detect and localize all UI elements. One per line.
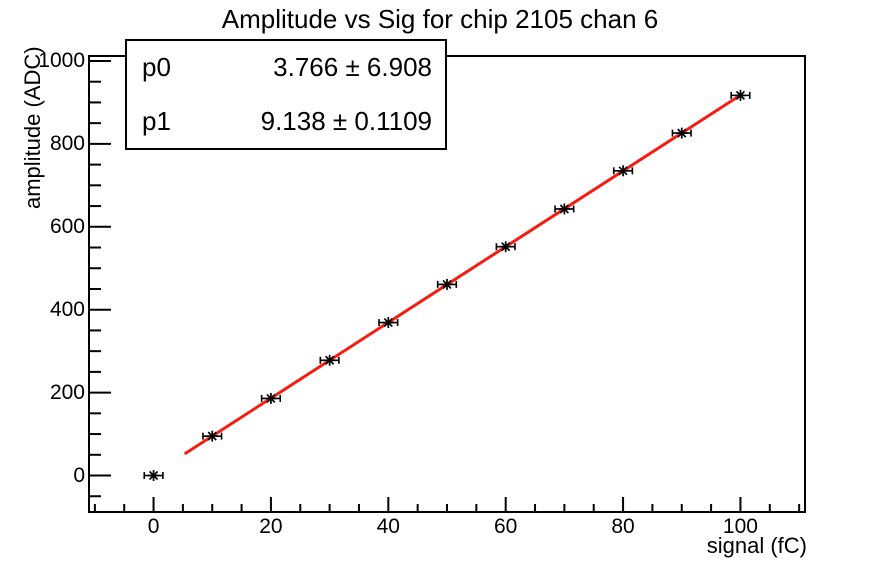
x-tick-label: 100 (722, 515, 758, 538)
stat-row-p1: p1 9.138 ± 0.1109 (127, 95, 445, 149)
marker-asterisk (618, 166, 628, 176)
fit-stats-box: p0 3.766 ± 6.908 p1 9.138 ± 0.1109 (125, 39, 447, 150)
marker-asterisk (207, 431, 217, 441)
data-point (554, 203, 575, 215)
stat-label-p0: p0 (142, 52, 171, 83)
data-point (671, 127, 692, 139)
marker-asterisk (559, 204, 569, 214)
y-tick-label: 600 (49, 214, 85, 238)
x-tick-label: 0 (147, 515, 160, 538)
marker-asterisk (325, 355, 335, 365)
data-point (378, 317, 399, 329)
data-point (202, 430, 223, 442)
stat-label-p1: p1 (142, 105, 171, 136)
marker-asterisk (383, 317, 393, 328)
plot-title: Amplitude vs Sig for chip 2105 chan 6 (221, 4, 659, 34)
marker-asterisk (266, 393, 276, 404)
y-tick-label: 400 (49, 297, 85, 321)
fit-line (183, 93, 742, 456)
marker-asterisk (442, 279, 452, 290)
marker-asterisk (677, 128, 687, 138)
data-point (730, 89, 751, 101)
x-tick-label: 40 (376, 515, 400, 538)
marker-asterisk (735, 90, 746, 100)
x-tick-label: 80 (611, 515, 635, 538)
stat-value-p0: 3.766 ± 6.908 (273, 52, 432, 83)
plot-frame (88, 55, 806, 513)
x-tick-label: 60 (494, 515, 518, 538)
data-point (436, 278, 458, 290)
y-tick-label: 0 (73, 463, 85, 487)
data-point (319, 354, 340, 366)
marker-asterisk (501, 242, 511, 252)
y-axis-title: amplitude (ADC) (20, 46, 45, 209)
data-point (612, 165, 634, 177)
y-tick-label: 1000 (38, 48, 85, 72)
data-point (260, 392, 282, 404)
y-tick-label: 200 (49, 380, 85, 404)
stat-row-p0: p0 3.766 ± 6.908 (127, 41, 445, 95)
x-tick-label: 20 (259, 515, 283, 538)
data-point (495, 241, 516, 253)
data-point (143, 470, 164, 482)
y-tick-label: 800 (49, 131, 85, 155)
marker-asterisk (148, 470, 159, 481)
x-axis-title: signal (fC) (706, 533, 807, 558)
stat-value-p1: 9.138 ± 0.1109 (260, 105, 432, 136)
